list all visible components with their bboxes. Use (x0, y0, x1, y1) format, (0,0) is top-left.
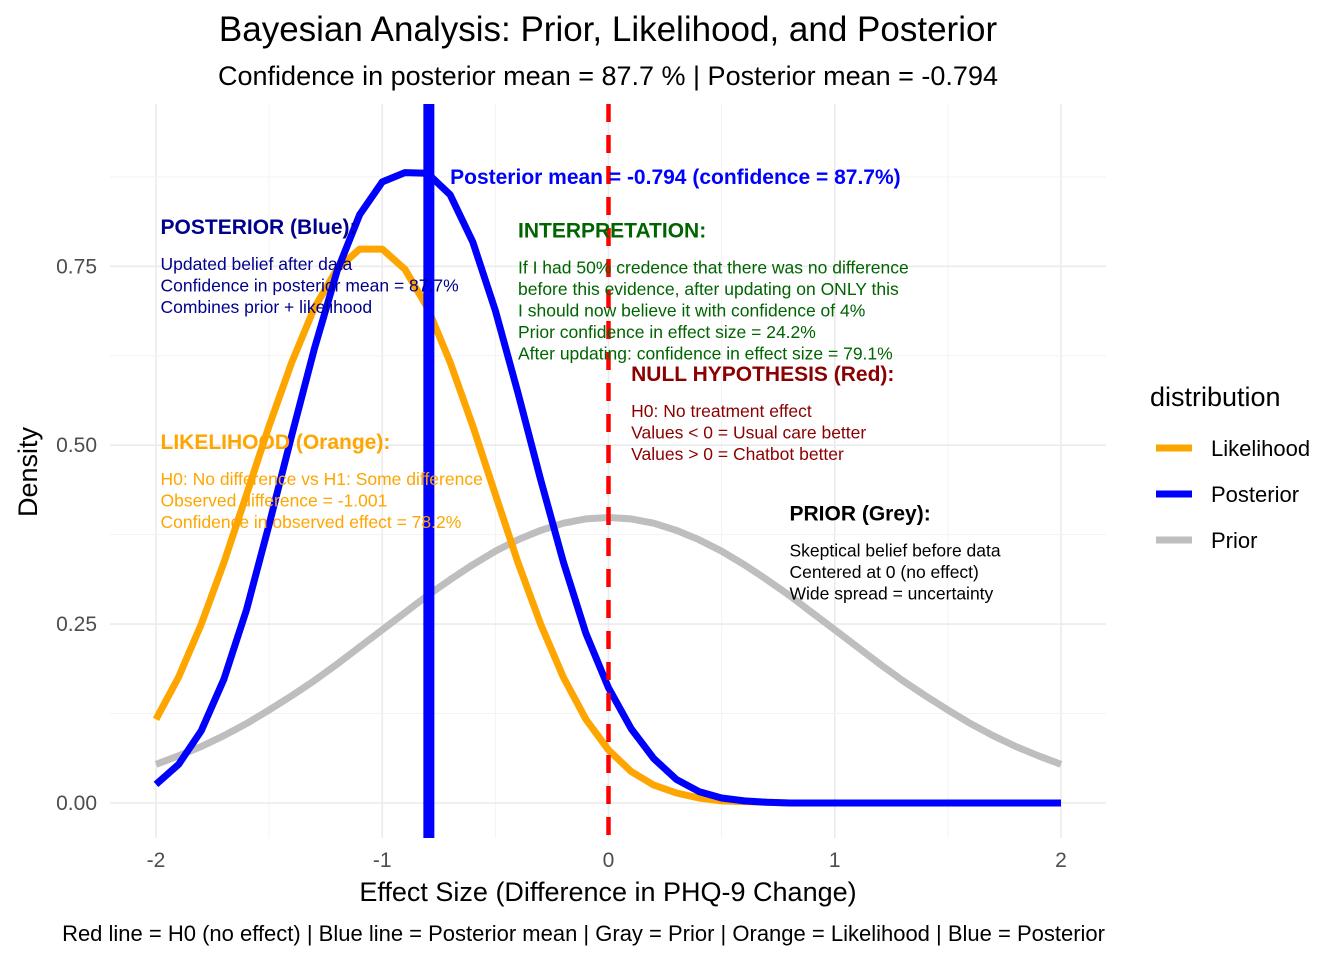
chart-caption: Red line = H0 (no effect) | Blue line = … (62, 921, 1105, 946)
legend-title: distribution (1150, 382, 1281, 412)
y-tick-label: 0.75 (56, 255, 97, 278)
annotation-likelihood-note: LIKELIHOOD (Orange): H0: No difference vs… (161, 431, 483, 532)
annotation-line: Prior confidence in effect size = 24.2% (518, 322, 816, 342)
legend: distribution Likelihood Posterior Prior (1150, 382, 1310, 553)
annotation-interpretation: INTERPRETATION: If I had 50% credence tha… (518, 220, 909, 364)
annotation-line: Values > 0 = Chatbot better (631, 444, 844, 464)
annotation-line: If I had 50% credence that there was no … (518, 258, 909, 278)
legend-label: Prior (1211, 528, 1257, 553)
annotation-line: Observed difference = -1.001 (161, 490, 388, 510)
annotation-heading: PRIOR (Grey): (790, 502, 931, 525)
legend-label: Likelihood (1211, 436, 1310, 461)
y-axis-label: Density (13, 426, 43, 517)
annotation-line: Confidence in observed effect = 78.2% (161, 512, 462, 532)
annotation-heading: NULL HYPOTHESIS (Red): (631, 363, 894, 386)
series-line-posterior (153, 169, 1061, 807)
annotation-line: I should now believe it with confidence … (518, 301, 865, 321)
legend-label: Posterior (1211, 482, 1299, 507)
annotation-line: Updated belief after data (161, 254, 353, 274)
x-tick-label: -1 (373, 849, 392, 872)
x-tick-label: 1 (829, 849, 841, 872)
chart-title: Bayesian Analysis: Prior, Likelihood, an… (219, 10, 998, 49)
x-tick-label: -2 (147, 849, 166, 872)
annotation-posterior-note: POSTERIOR (Blue): Updated belief after da… (161, 216, 459, 317)
y-tick-label: 0.00 (56, 792, 97, 815)
annotation-line: H0: No treatment effect (631, 401, 812, 421)
chart-subtitle: Confidence in posterior mean = 87.7 % | … (218, 61, 998, 91)
annotation-heading: LIKELIHOOD (Orange): (161, 431, 391, 454)
annotation-line: After updating: confidence in effect siz… (518, 344, 893, 364)
annotation-heading: Posterior mean = -0.794 (confidence = 87… (450, 166, 901, 189)
annotation-line: Centered at 0 (no effect) (790, 562, 979, 582)
plot-area: -2 -1 0 1 2 0.00 0.25 0.50 0.75 Posterior mean = … (56, 104, 1106, 872)
annotation-line: Values < 0 = Usual care better (631, 422, 866, 442)
annotation-heading: INTERPRETATION: (518, 220, 706, 243)
x-axis-label: Effect Size (Difference in PHQ-9 Change) (359, 877, 856, 907)
annotation-heading: POSTERIOR (Blue): (161, 216, 357, 239)
y-tick-label: 0.50 (56, 434, 97, 457)
annotation-line: H0: No difference vs H1: Some difference (161, 469, 483, 489)
annotation-null-hypothesis: NULL HYPOTHESIS (Red): H0: No treatment e… (631, 363, 894, 464)
y-tick-label: 0.25 (56, 613, 97, 636)
annotation-line: Confidence in posterior mean = 87.7% (161, 276, 459, 296)
annotation-line: Combines prior + likelihood (161, 297, 373, 317)
annotation-posterior-mean: Posterior mean = -0.794 (confidence = 87… (450, 166, 901, 189)
annotation-prior-note: PRIOR (Grey): Skeptical belief before dat… (790, 502, 1001, 603)
x-tick-label: 2 (1055, 849, 1067, 872)
annotation-line: before this evidence, after updating on … (518, 279, 899, 299)
x-tick-label: 0 (603, 849, 615, 872)
annotation-line: Wide spread = uncertainty (790, 583, 994, 603)
annotation-line: Skeptical belief before data (790, 540, 1001, 560)
